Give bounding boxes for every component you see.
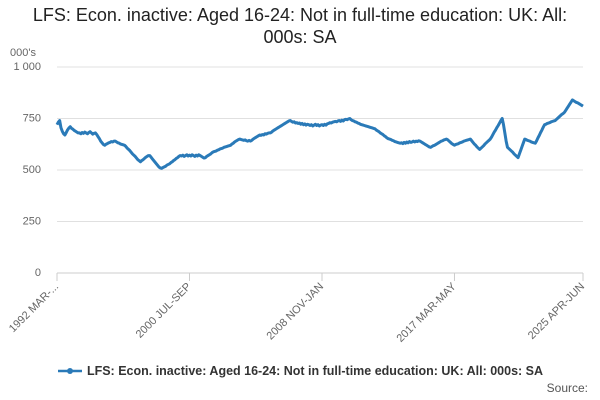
- y-tick-label: 250: [23, 215, 41, 227]
- y-tick-label: 1 000: [13, 61, 41, 73]
- legend-label: LFS: Econ. inactive: Aged 16-24: Not in …: [86, 364, 544, 378]
- x-tick-label: 1992 MAR-...: [7, 281, 61, 335]
- y-tick-label: 0: [35, 267, 41, 279]
- y-tick-label: 750: [23, 112, 41, 124]
- series-line: [55, 98, 584, 170]
- legend-swatch: [57, 368, 82, 374]
- legend: LFS: Econ. inactive: Aged 16-24: Not in …: [0, 364, 600, 378]
- chart-title: LFS: Econ. inactive: Aged 16-24: Not in …: [32, 5, 568, 47]
- x-tick-label: 2017 MAR-MAY: [395, 280, 460, 345]
- y-tick-label: 500: [23, 164, 41, 176]
- x-tick-label: 2000 JUL-SEP: [134, 281, 194, 341]
- x-tick-label: 2008 NOV-JAN: [265, 281, 327, 343]
- x-tick-label: 2025 APR-JUN: [526, 281, 587, 342]
- source: Source:: [546, 381, 588, 395]
- y-axis-label: 000's: [10, 47, 36, 59]
